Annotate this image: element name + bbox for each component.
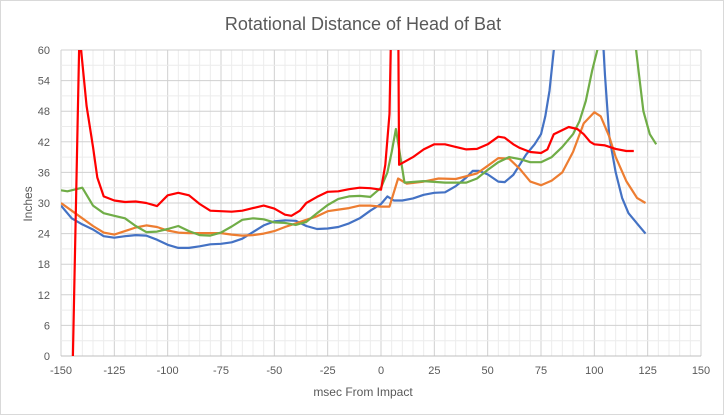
series-lines: [61, 50, 658, 356]
series-line-3: [61, 50, 658, 237]
y-tick-label: 60: [38, 45, 50, 57]
x-tick-label: 50: [482, 365, 494, 377]
x-axis-title: msec From Impact: [313, 385, 413, 399]
x-tick-label: 100: [585, 365, 603, 377]
y-tick-label: 42: [38, 137, 50, 149]
x-tick-label: 25: [428, 365, 440, 377]
series-line-2: [61, 111, 647, 237]
chart-title: Rotational Distance of Head of Bat: [225, 14, 501, 34]
x-tick-label: 0: [378, 365, 384, 377]
y-tick-label: 18: [38, 259, 50, 271]
x-tick-label: 150: [692, 365, 710, 377]
y-tick-label: 36: [38, 167, 50, 179]
y-tick-label: 30: [38, 198, 50, 210]
x-tick-label: 125: [638, 365, 656, 377]
x-tick-label: -25: [320, 365, 336, 377]
y-tick-label: 12: [38, 290, 50, 302]
x-tick-label: -100: [157, 365, 179, 377]
x-tick-labels: -150 -125 -100 -75 -50 -25 0 25 50 75 100 125 150: [50, 365, 710, 377]
x-tick-label: -150: [50, 365, 72, 377]
y-tick-labels: 0 6 12 18 24 30 36 42 48 54 60: [38, 45, 50, 363]
x-tick-label: -75: [213, 365, 229, 377]
y-tick-label: 54: [38, 76, 50, 88]
series-line-1: [61, 50, 647, 249]
y-axis-title: Inches: [21, 186, 35, 221]
y-tick-label: 6: [44, 320, 50, 332]
series-line-4: [71, 50, 634, 356]
y-tick-label: 48: [38, 106, 50, 118]
x-tick-label: 75: [535, 365, 547, 377]
y-tick-label: 0: [44, 351, 50, 363]
gridlines: [60, 49, 702, 357]
x-tick-label: -50: [266, 365, 282, 377]
x-tick-label: -125: [103, 365, 125, 377]
y-tick-label: 24: [38, 229, 50, 241]
